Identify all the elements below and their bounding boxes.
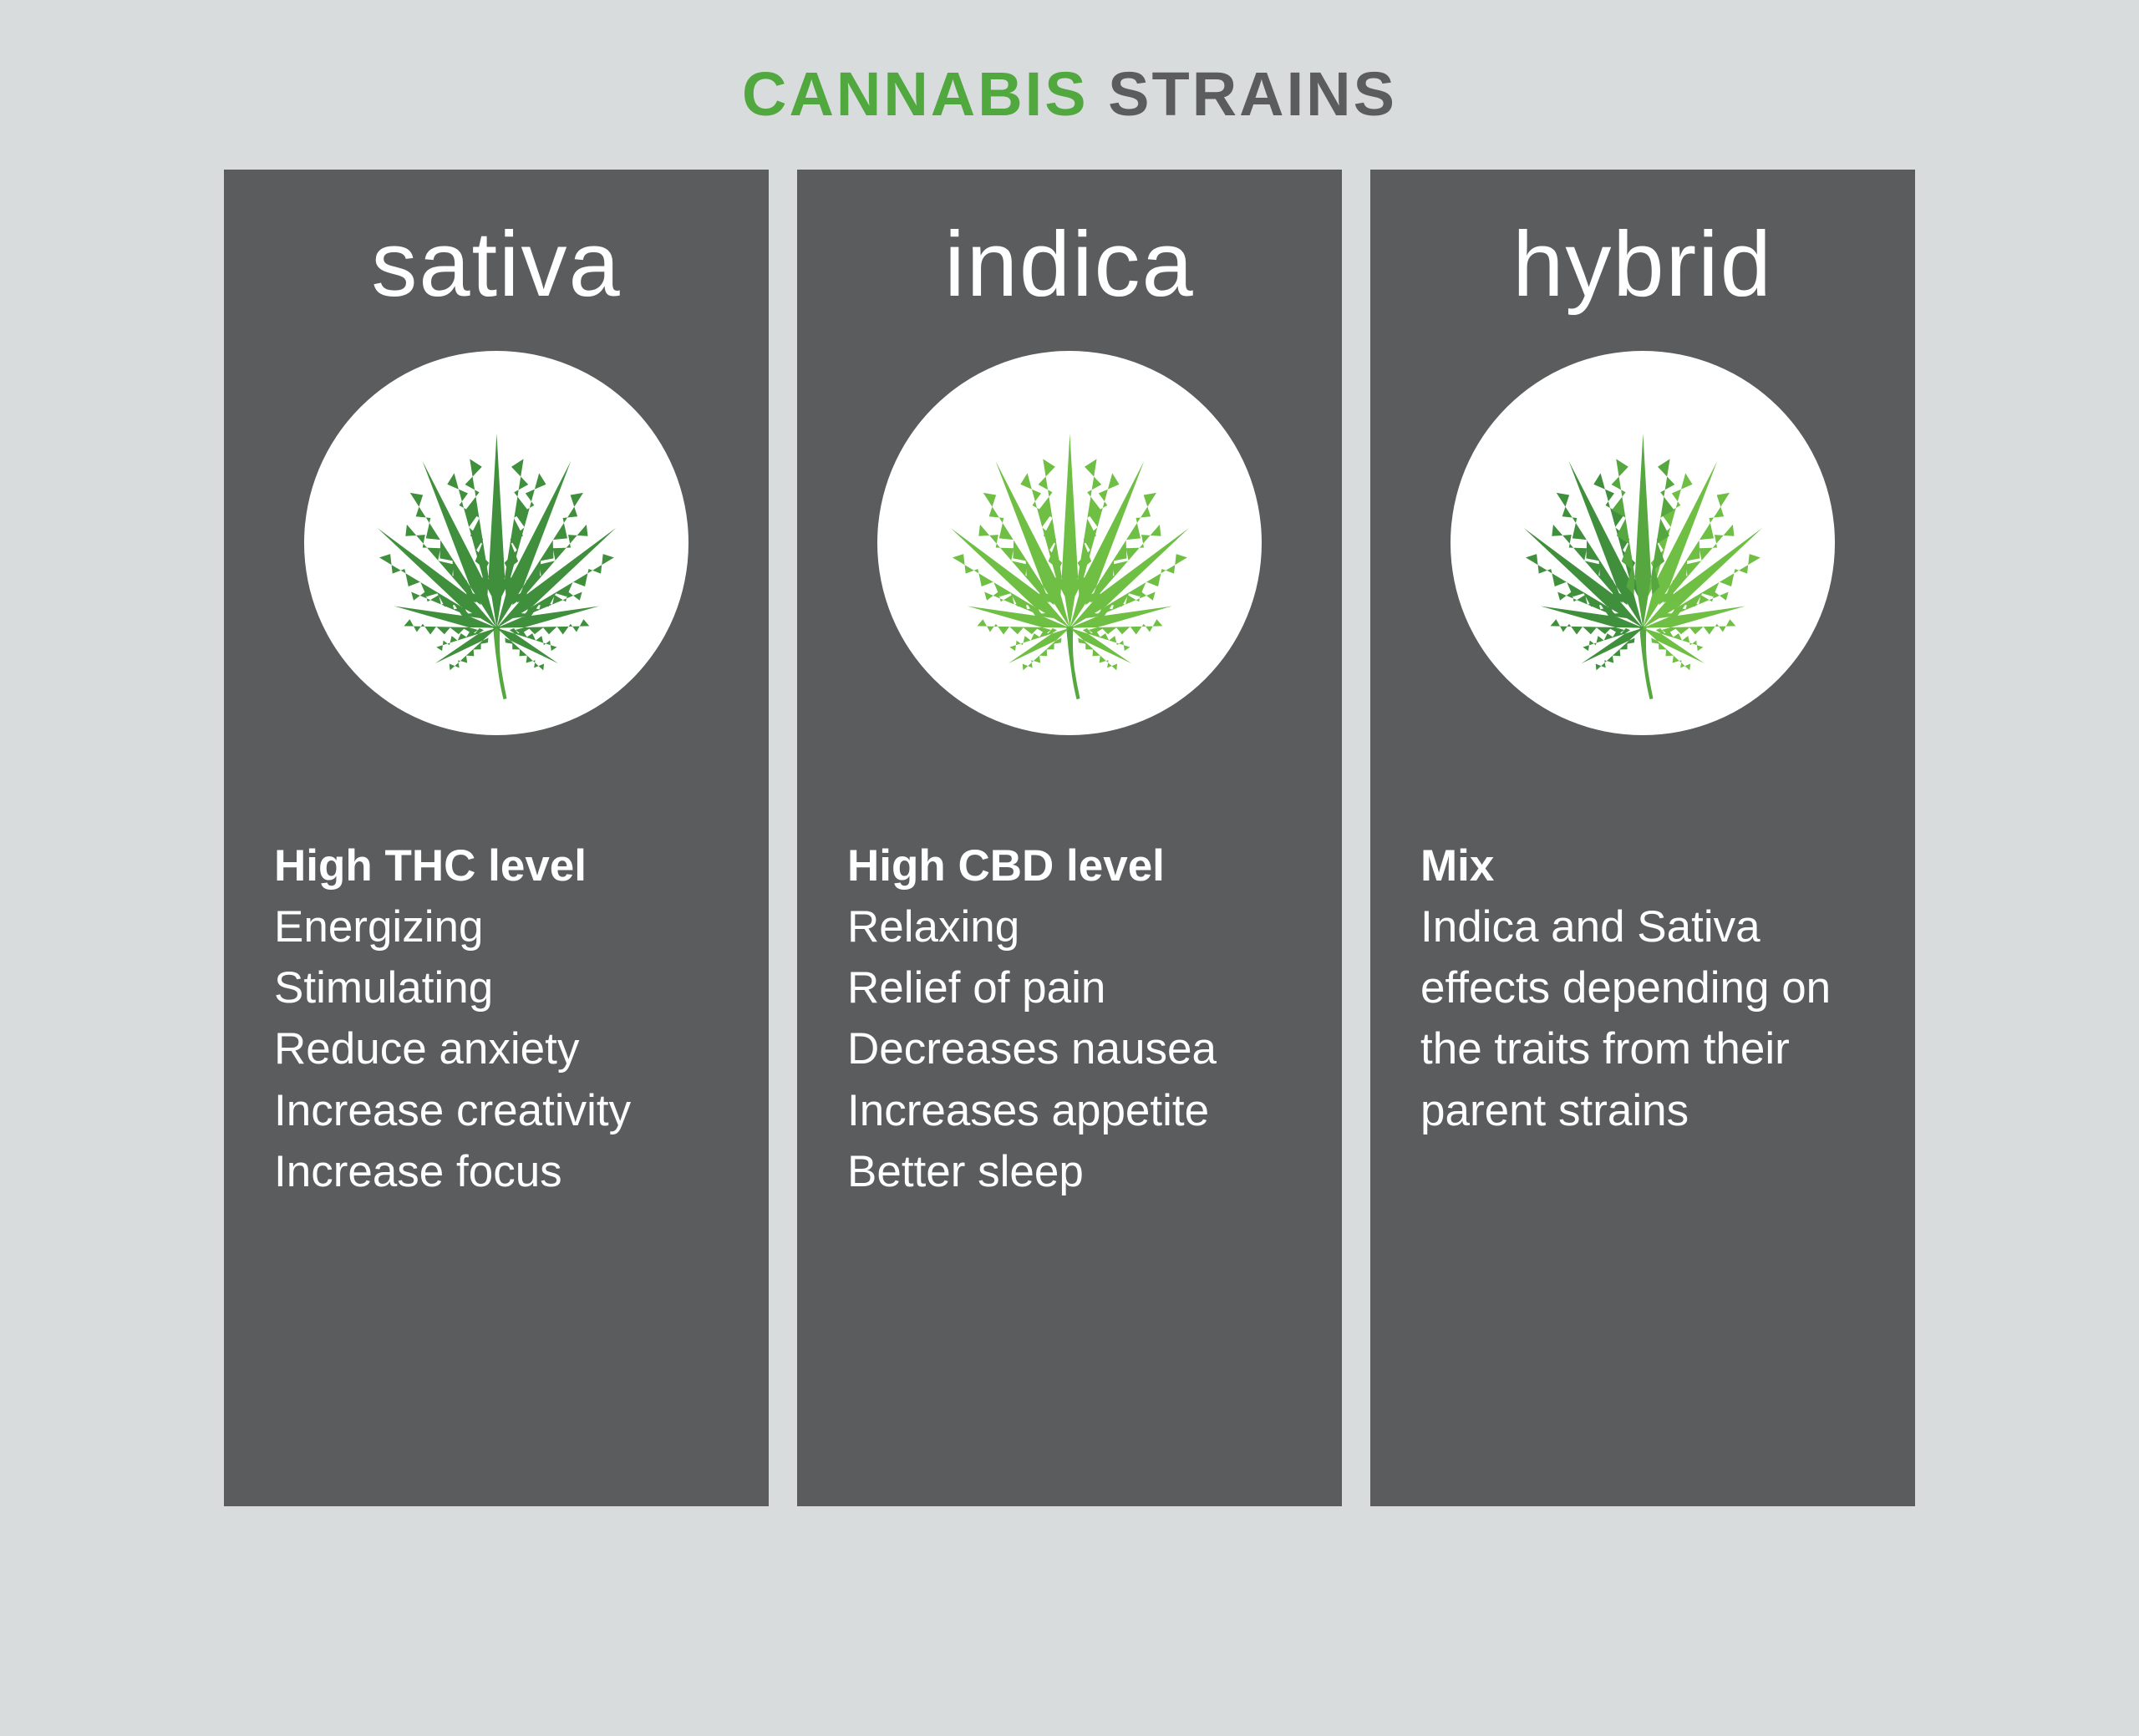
effect-item: Decreases nausea [847, 1018, 1292, 1079]
leaf-badge-hybrid [1451, 351, 1835, 735]
effect-item: Increase focus [274, 1141, 719, 1202]
leaf-icon [901, 374, 1239, 713]
effect-item: Relief of pain [847, 957, 1292, 1018]
card-hybrid-body: Mix Indica and Sativa effects depending … [1420, 835, 1865, 1141]
card-indica: indica High CBD level Relaxing Relief of… [797, 170, 1342, 1506]
card-indica-body: High CBD level Relaxing Relief of pain D… [847, 835, 1292, 1202]
card-sativa-body: High THC level Energizing Stimulating Re… [274, 835, 719, 1202]
effect-item: Increases appetite [847, 1080, 1292, 1141]
card-indica-lead: High CBD level [847, 835, 1292, 896]
card-sativa: sativa High THC level Energizing Stimula… [224, 170, 769, 1506]
effect-item: Stimulating [274, 957, 719, 1018]
leaf-badge-indica [877, 351, 1262, 735]
effect-item: Increase creativity [274, 1080, 719, 1141]
card-hybrid-name: hybrid [1512, 211, 1773, 317]
card-sativa-name: sativa [371, 211, 621, 317]
effect-item: Relaxing [847, 896, 1292, 957]
effect-item: Reduce anxiety [274, 1018, 719, 1079]
leaf-icon [1474, 374, 1812, 713]
card-indica-name: indica [944, 211, 1194, 317]
title-accent: CANNABIS [742, 59, 1089, 129]
leaf-badge-sativa [304, 351, 688, 735]
card-indica-effects: Relaxing Relief of pain Decreases nausea… [847, 896, 1292, 1202]
effect-item: Better sleep [847, 1141, 1292, 1202]
effect-item: Energizing [274, 896, 719, 957]
title-rest: STRAINS [1108, 59, 1397, 129]
page-title: CANNABIS STRAINS [742, 58, 1397, 129]
card-hybrid: hybrid Mix Indica and Sativa effects dep… [1370, 170, 1915, 1506]
card-hybrid-lead: Mix [1420, 835, 1865, 896]
leaf-icon [328, 374, 666, 713]
card-hybrid-description: Indica and Sativa effects depending on t… [1420, 896, 1865, 1141]
cards-row: sativa High THC level Energizing Stimula… [224, 170, 1915, 1506]
card-sativa-effects: Energizing Stimulating Reduce anxiety In… [274, 896, 719, 1202]
card-sativa-lead: High THC level [274, 835, 719, 896]
